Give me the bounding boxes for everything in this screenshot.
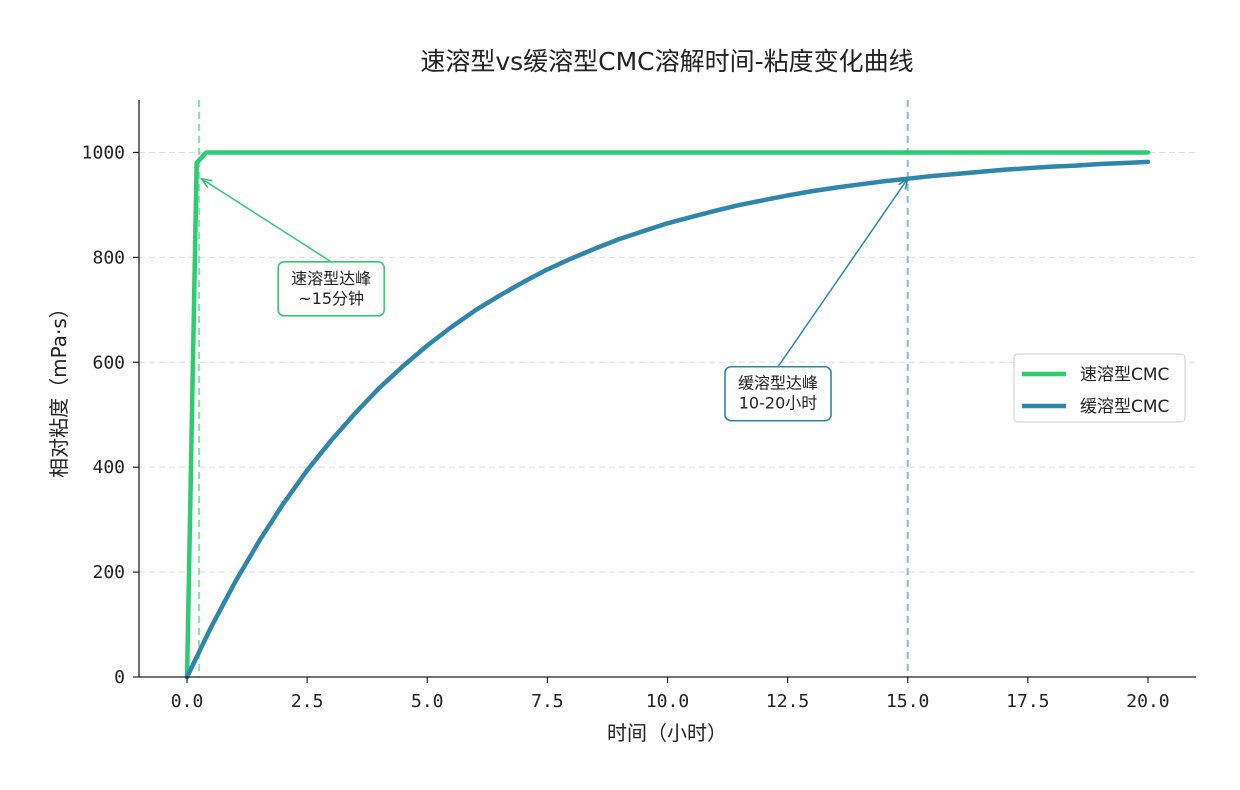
legend-label-1: 缓溶型CMC: [1080, 397, 1169, 417]
y-tick-label-0: 0: [114, 667, 125, 688]
annotation-text-0-1: ~15分钟: [298, 289, 364, 308]
x-tick-label-8: 20.0: [1126, 691, 1169, 712]
annotation-box-0: [277, 261, 385, 317]
annotation-text-1-0: 缓溶型达峰: [738, 374, 818, 393]
y-ticks: 0 200 400 600 800 1000: [82, 142, 139, 688]
x-tick-label-1: 2.5: [291, 691, 324, 712]
x-tick-label-6: 15.0: [886, 691, 929, 712]
x-tick-label-3: 7.5: [531, 691, 564, 712]
x-ticks: 0.0 2.5 5.0 7.5 10.0 12.5 15.0 17.5 20.0: [171, 677, 1170, 712]
x-tick-label-7: 17.5: [1006, 691, 1049, 712]
annotation-arrowhead-0: [199, 177, 213, 189]
x-tick-label-0: 0.0: [171, 691, 204, 712]
annotation-text-0-0: 速溶型达峰: [291, 269, 371, 288]
y-tick-label-5: 1000: [82, 142, 125, 163]
y-tick-label-4: 800: [92, 247, 125, 268]
legend-label-0: 速溶型CMC: [1080, 365, 1169, 385]
reference-lines: [198, 100, 909, 677]
series-line-0: [184, 150, 1151, 680]
series-group: [184, 150, 1151, 680]
chart-title: 速溶型vs缓溶型CMC溶解时间-粘度变化曲线: [420, 47, 913, 76]
y-tick-label-1: 200: [92, 562, 125, 583]
x-tick-label-4: 10.0: [646, 691, 689, 712]
x-tick-label-5: 12.5: [766, 691, 809, 712]
y-tick-label-2: 400: [92, 457, 125, 478]
y-axis-label: 相对粘度（mPa·s）: [47, 298, 71, 478]
y-tick-label-3: 600: [92, 352, 125, 373]
annotation-arrow-1: [777, 178, 909, 368]
annotation-box-1: [724, 365, 832, 422]
x-tick-label-2: 5.0: [411, 691, 444, 712]
legend: 速溶型CMC 缓溶型CMC: [1013, 353, 1186, 423]
annotation-arrowhead-1: [898, 177, 909, 190]
annotation-arrow-0: [201, 178, 332, 263]
annotation-text-1-1: 10-20小时: [739, 394, 818, 413]
series-line-1: [184, 159, 1151, 680]
x-axis-label: 时间（小时）: [607, 721, 727, 745]
